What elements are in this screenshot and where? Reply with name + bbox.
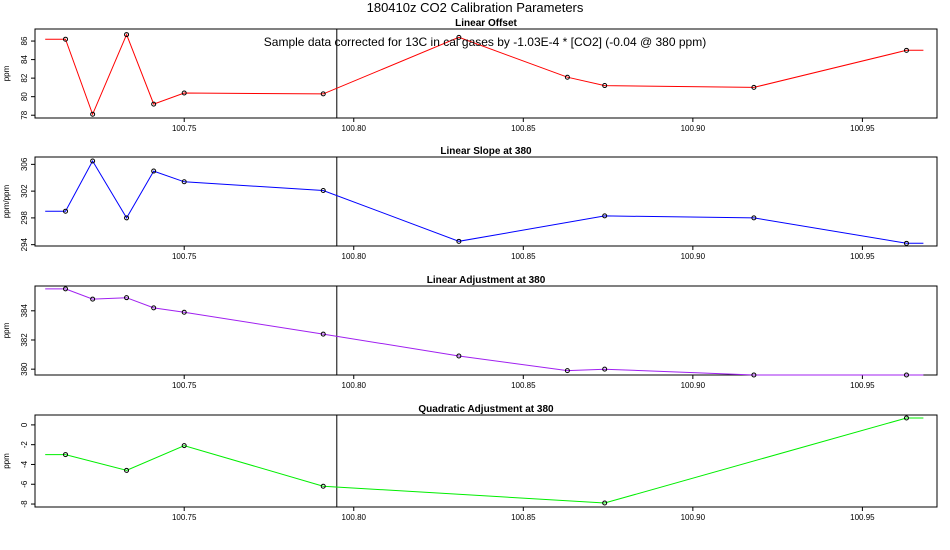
plot-frame — [34, 285, 938, 376]
y-tick-label: 80 — [20, 92, 29, 101]
data-point — [903, 372, 909, 378]
data-point — [320, 331, 326, 337]
y-tick-label: -2 — [20, 441, 29, 449]
series-line — [45, 417, 924, 504]
data-point — [151, 101, 157, 107]
panel-2: Linear Slope at 380 294 298 302 306 ppm/ppm 10… — [2, 146, 938, 261]
data-point — [181, 179, 187, 185]
data-point — [903, 415, 909, 421]
data-point — [320, 91, 326, 97]
x-tick-label: 100.95 — [850, 513, 875, 522]
data-point — [564, 368, 570, 374]
x-tick-label: 100.95 — [850, 381, 875, 390]
chart-panels: Linear Offset 78 80 82 84 86 ppm 100.75 100.80 10… — [2, 18, 938, 522]
data-point — [63, 208, 69, 214]
data-point — [151, 168, 157, 174]
x-tick-label: 100.75 — [172, 381, 197, 390]
data-point — [602, 213, 608, 219]
data-point — [181, 309, 187, 315]
data-point — [90, 296, 96, 302]
y-axis-label: ppm — [2, 322, 11, 338]
x-tick-label: 100.85 — [511, 381, 536, 390]
y-tick-label: 0 — [20, 422, 29, 427]
panel-title: Quadratic Adjustment at 380 — [418, 404, 554, 415]
x-tick-label: 100.95 — [850, 252, 875, 261]
x-tick-label: 100.75 — [172, 513, 197, 522]
y-tick-label: -4 — [20, 460, 29, 468]
y-tick-label: 382 — [20, 333, 29, 347]
x-tick-label: 100.80 — [342, 513, 367, 522]
x-tick-label: 100.75 — [172, 252, 197, 261]
y-tick-label: 82 — [20, 73, 29, 82]
data-point — [602, 500, 608, 506]
x-tick-label: 100.85 — [511, 124, 536, 133]
data-point — [602, 83, 608, 89]
data-point — [181, 90, 187, 96]
data-point — [456, 353, 462, 359]
x-tick-label: 100.85 — [511, 252, 536, 261]
data-point — [90, 111, 96, 117]
y-tick-label: 86 — [20, 36, 29, 45]
y-tick-label: 380 — [20, 362, 29, 376]
data-point — [124, 32, 130, 38]
plot-frame — [34, 156, 938, 247]
y-axis-label: ppm/ppm — [2, 184, 11, 218]
data-point — [90, 158, 96, 164]
data-point — [124, 467, 130, 473]
plot-frame — [34, 28, 938, 119]
x-tick-label: 100.95 — [850, 124, 875, 133]
data-point — [63, 36, 69, 42]
y-tick-label: 302 — [20, 184, 29, 198]
data-point — [63, 452, 69, 458]
y-tick-label: 384 — [20, 304, 29, 318]
series-line — [45, 33, 924, 116]
data-point — [181, 443, 187, 449]
data-point — [124, 295, 130, 301]
y-axis-label: ppm — [2, 65, 11, 81]
x-tick-label: 100.80 — [342, 252, 367, 261]
panel-4: Quadratic Adjustment at 380 0 -2 -4 -6 -8 ppm 1… — [2, 404, 938, 522]
data-point — [456, 238, 462, 244]
x-tick-label: 100.90 — [681, 381, 706, 390]
correction-note: Sample data corrected for 13C in cal gas… — [264, 35, 706, 49]
x-tick-label: 100.85 — [511, 513, 536, 522]
data-point — [751, 215, 757, 221]
data-point — [564, 74, 570, 80]
y-tick-label: 84 — [20, 55, 29, 64]
y-tick-label: 306 — [20, 157, 29, 171]
data-point — [124, 215, 130, 221]
figure-title: 180410z CO2 Calibration Parameters — [367, 0, 584, 15]
y-axis-label: ppm — [2, 453, 11, 469]
y-tick-label: -8 — [20, 500, 29, 508]
x-tick-label: 100.90 — [681, 513, 706, 522]
data-point — [602, 366, 608, 372]
y-tick-label: 298 — [20, 211, 29, 225]
data-point — [903, 47, 909, 53]
x-tick-label: 100.80 — [342, 124, 367, 133]
panel-1: Linear Offset 78 80 82 84 86 ppm 100.75 100.80 10… — [2, 18, 938, 133]
plot-frame — [34, 414, 938, 508]
panel-title: Linear Slope at 380 — [440, 146, 532, 157]
data-point — [320, 483, 326, 489]
data-point — [151, 305, 157, 311]
data-point — [63, 286, 69, 292]
x-tick-label: 100.90 — [681, 252, 706, 261]
x-tick-label: 100.75 — [172, 124, 197, 133]
data-point — [751, 372, 757, 378]
data-point — [320, 187, 326, 193]
data-point — [903, 240, 909, 246]
y-tick-label: 294 — [20, 237, 29, 251]
panel-3: Linear Adjustment at 380 380 382 384 ppm 100.… — [2, 275, 938, 390]
y-tick-label: -6 — [20, 480, 29, 488]
series-line — [45, 288, 924, 376]
data-point — [751, 84, 757, 90]
panel-title: Linear Adjustment at 380 — [427, 275, 546, 286]
panel-title: Linear Offset — [455, 18, 517, 29]
data-point — [456, 34, 462, 40]
series-line — [45, 159, 924, 244]
x-tick-label: 100.90 — [681, 124, 706, 133]
x-tick-label: 100.80 — [342, 381, 367, 390]
y-tick-label: 78 — [20, 110, 29, 119]
